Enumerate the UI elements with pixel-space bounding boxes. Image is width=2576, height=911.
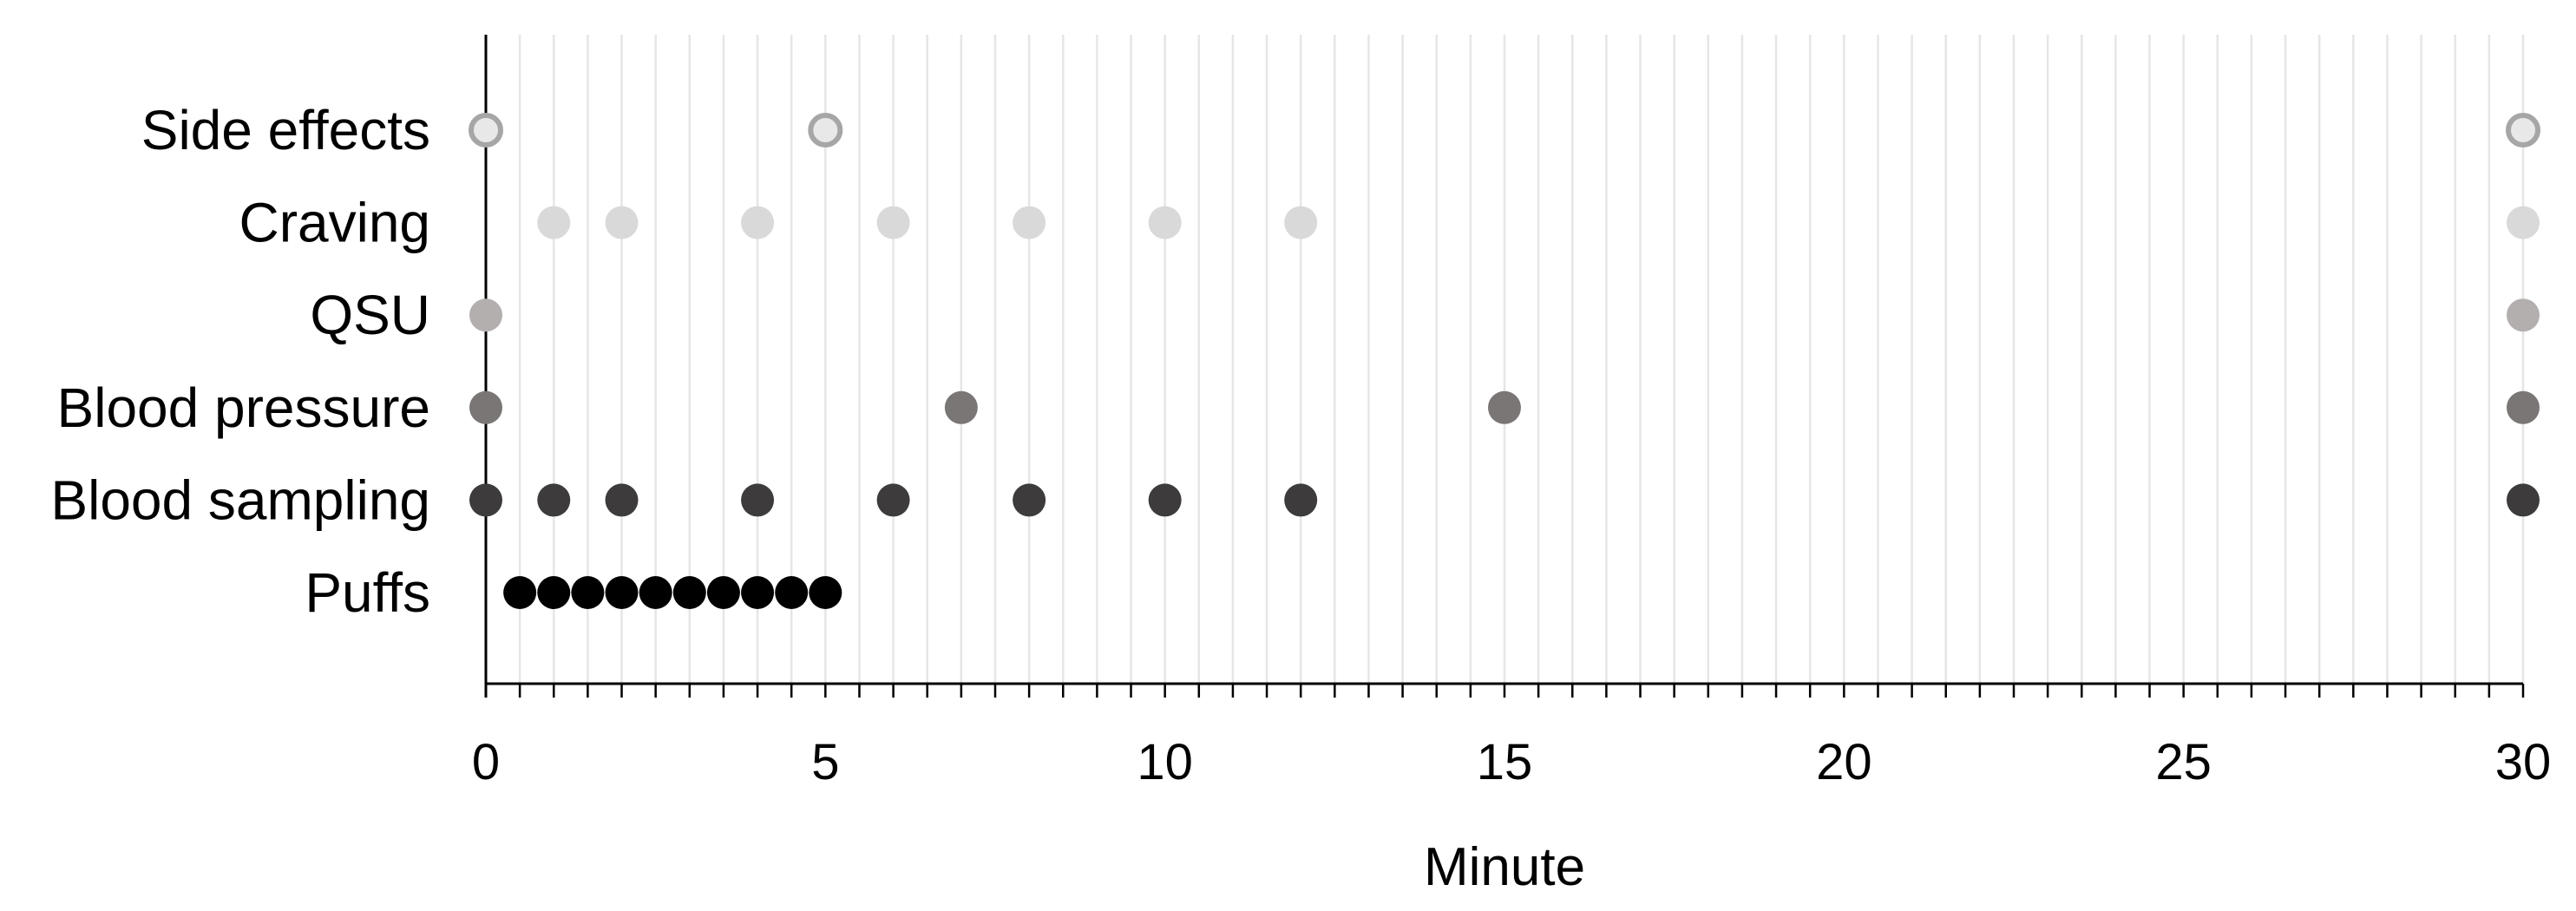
data-point (537, 576, 571, 609)
x-tick-label: 30 (2495, 734, 2552, 790)
data-point (537, 206, 571, 239)
data-point (1148, 206, 1182, 239)
data-point (808, 113, 843, 147)
data-point (672, 576, 706, 609)
data-point (469, 483, 502, 517)
data-point (605, 206, 639, 239)
data-point (605, 576, 639, 609)
x-tick-labels: 0 5 10 15 20 25 30 (472, 734, 2551, 790)
data-point (809, 576, 842, 609)
data-point (469, 113, 503, 147)
data-point (775, 576, 809, 609)
data-point (469, 390, 502, 424)
data-point (2507, 483, 2540, 517)
x-tick-label: 25 (2155, 734, 2212, 790)
category-label: Blood pressure (57, 377, 430, 439)
data-points (469, 113, 2540, 609)
category-label: Side effects (141, 99, 430, 161)
gridlines (518, 35, 2525, 684)
data-point (537, 483, 571, 517)
x-tick-label: 20 (1816, 734, 1872, 790)
data-point (1284, 206, 1318, 239)
data-point (1013, 206, 1046, 239)
x-tick-label: 15 (1477, 734, 1533, 790)
category-labels: Side effects Craving QSU Blood pressure Bloo… (50, 99, 430, 624)
data-point (876, 483, 910, 517)
data-point (2507, 298, 2540, 332)
data-point (741, 206, 775, 239)
data-point (605, 483, 639, 517)
data-point (1488, 390, 1521, 424)
data-point (741, 483, 775, 517)
x-tick-label: 10 (1137, 734, 1193, 790)
category-label: Blood sampling (50, 469, 430, 531)
data-point (571, 576, 605, 609)
data-point (944, 390, 978, 424)
data-point (741, 576, 775, 609)
data-point (2506, 113, 2540, 147)
data-point (1013, 483, 1046, 517)
category-label: QSU (310, 284, 430, 346)
data-point (2507, 390, 2540, 424)
data-point (639, 576, 672, 609)
data-point (876, 206, 910, 239)
data-point (706, 576, 740, 609)
category-label: Craving (239, 192, 430, 254)
category-label: Puffs (305, 561, 430, 624)
data-point (2507, 206, 2540, 239)
data-point (503, 576, 537, 609)
x-axis-title: Minute (1424, 837, 1585, 897)
data-point (469, 298, 502, 332)
x-tick-label: 5 (811, 734, 839, 790)
data-point (1148, 483, 1182, 517)
x-tick-label: 0 (472, 734, 500, 790)
data-point (1284, 483, 1318, 517)
